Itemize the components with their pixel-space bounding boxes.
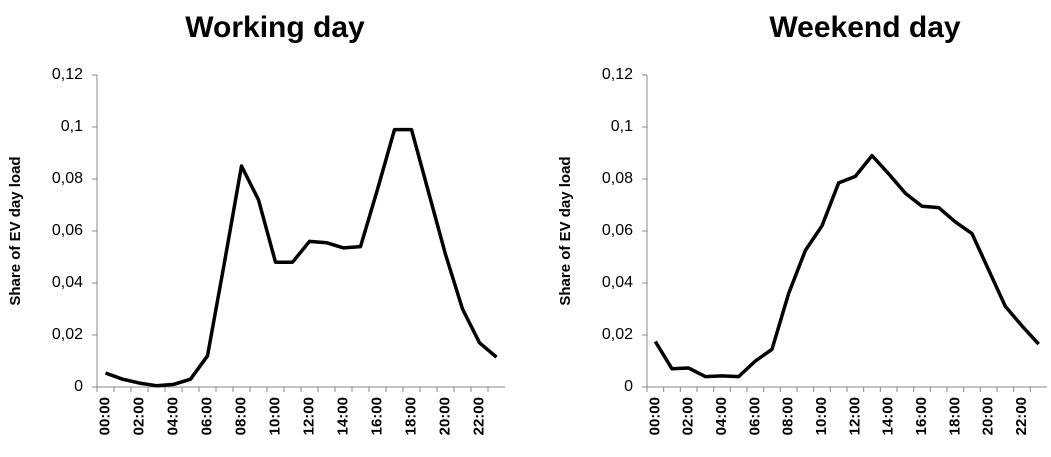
x-tick-label: 12:00	[300, 397, 317, 435]
x-tick-label: 02:00	[680, 397, 697, 435]
x-tick-label: 12:00	[846, 397, 863, 435]
y-tick-label: 0	[74, 378, 83, 395]
y-tick-label: 0,08	[602, 170, 633, 187]
y-axis-title: Share of EV day load	[7, 156, 24, 305]
y-tick-label: 0,12	[602, 66, 633, 83]
x-tick-label: 18:00	[402, 397, 419, 435]
x-tick-label: 20:00	[436, 397, 453, 435]
x-tick-label: 16:00	[368, 397, 385, 435]
x-tick-label: 20:00	[980, 397, 997, 435]
x-tick-label: 04:00	[164, 397, 181, 435]
data-line	[104, 127, 498, 388]
y-tick-label: 0,1	[61, 118, 83, 135]
chart-title: Working day	[185, 11, 365, 44]
y-tick-label: 0,04	[602, 274, 633, 291]
y-tick-label: 0,08	[52, 170, 83, 187]
x-tick-label: 08:00	[232, 397, 249, 435]
chart-title: Weekend day	[769, 11, 961, 44]
x-tick-label: 22:00	[1013, 397, 1030, 435]
x-tick-label: 16:00	[913, 397, 930, 435]
x-tick-label: 14:00	[880, 397, 897, 435]
x-tick-label: 14:00	[334, 397, 351, 435]
x-tick-label: 00:00	[646, 397, 663, 435]
x-tick-label: 00:00	[96, 397, 113, 435]
x-tick-label: 02:00	[130, 397, 147, 435]
y-tick-label: 0,02	[52, 326, 83, 343]
x-tick-label: 10:00	[813, 397, 830, 435]
y-tick-label: 0,1	[611, 118, 633, 135]
x-tick-label: 06:00	[198, 397, 215, 435]
y-tick-label: 0	[624, 378, 633, 395]
x-tick-label: 10:00	[266, 397, 283, 435]
x-tick-label: 06:00	[746, 397, 763, 435]
x-tick-label: 08:00	[780, 397, 797, 435]
y-tick-label: 0,06	[602, 222, 633, 239]
y-axis-title: Share of EV day load	[557, 156, 574, 305]
y-tick-label: 0,12	[52, 66, 83, 83]
y-tick-label: 0,04	[52, 274, 83, 291]
y-tick-label: 0,06	[52, 222, 83, 239]
x-tick-label: 04:00	[713, 397, 730, 435]
x-tick-label: 18:00	[946, 397, 963, 435]
data-line	[653, 153, 1040, 379]
y-tick-label: 0,02	[602, 326, 633, 343]
x-tick-label: 22:00	[470, 397, 487, 435]
